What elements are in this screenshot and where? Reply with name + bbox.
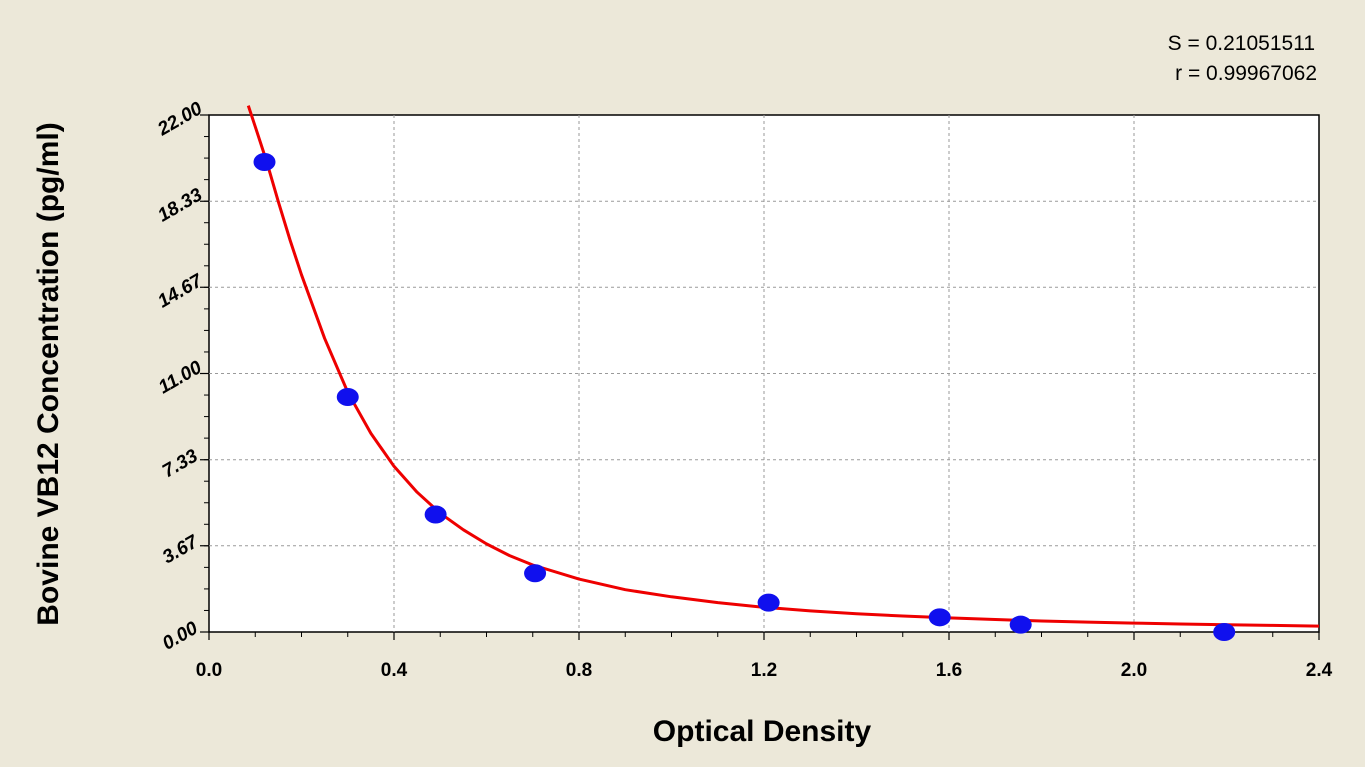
y-tick-labels: 0.00 3.67 7.33 11.00 14.67 18.33 22.00: [154, 98, 208, 655]
data-point: [928, 608, 951, 627]
y-axis-title: Bovine VB12 Concentration (pg/ml): [32, 122, 65, 625]
data-point: [757, 593, 780, 612]
data-point: [336, 388, 359, 406]
x-axis-title: Optical Density: [653, 715, 872, 748]
fit-curve: [246, 105, 1320, 628]
x-tick-label: 1.2: [751, 660, 777, 681]
x-tick-label: 2.0: [1121, 660, 1147, 681]
data-points: [253, 153, 1236, 641]
data-point: [424, 505, 447, 524]
y-tick-label: 11.00: [155, 357, 206, 398]
y-tick-label: 18.33: [154, 184, 206, 226]
x-tick-label: 0.8: [566, 660, 592, 681]
y-tick-label: 22.00: [154, 98, 207, 141]
y-tick-label: 7.33: [159, 445, 202, 482]
x-tick-label: 0.4: [381, 660, 408, 681]
annotation-r-value: r = 0.99967062: [1175, 62, 1317, 85]
data-point: [524, 564, 547, 583]
annotation-s-value: S = 0.21051511: [1168, 32, 1315, 55]
data-point: [253, 153, 276, 171]
y-tick-label: 14.67: [154, 270, 207, 313]
data-point: [1009, 615, 1032, 634]
data-point: [1213, 623, 1236, 641]
y-tick-label: 0.00: [159, 618, 202, 655]
grid-lines: [209, 115, 1319, 632]
y-tick-label: 3.67: [159, 531, 203, 568]
x-tick-labels: 0.0 0.4 0.8 1.2 1.6 2.0 2.4: [196, 660, 1333, 681]
x-tick-label: 0.0: [196, 660, 222, 681]
x-tick-label: 1.6: [936, 660, 962, 681]
x-tick-label: 2.4: [1306, 660, 1333, 681]
axis-ticks: [200, 114, 1320, 640]
